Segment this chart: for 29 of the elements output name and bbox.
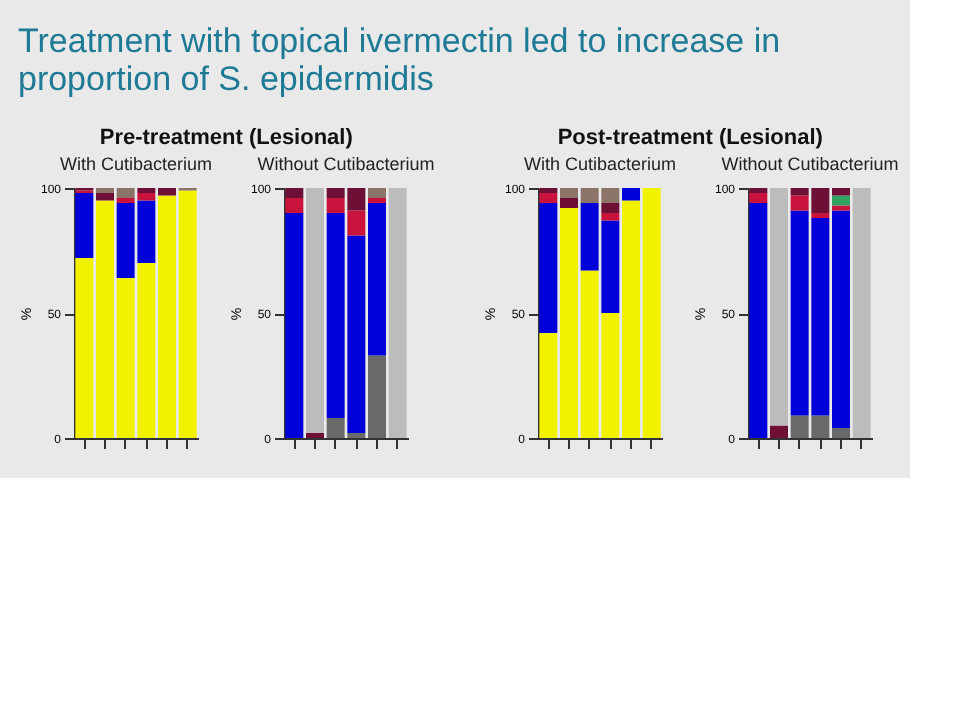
bar xyxy=(749,203,768,438)
chart-subtitle: With Cutibacterium xyxy=(523,154,677,174)
chart-subtitle: With Cutibacterium xyxy=(59,154,213,174)
bar xyxy=(96,193,114,201)
text: Treatment with topical ivermectin led to increase in proportion of S. epidermidis xyxy=(17,22,781,98)
bar xyxy=(539,203,558,333)
bar xyxy=(832,195,850,206)
bar xyxy=(770,425,788,438)
bar xyxy=(749,193,768,203)
bar xyxy=(539,193,558,203)
bar xyxy=(852,188,871,438)
bar xyxy=(285,188,304,198)
bar xyxy=(601,213,620,221)
bar xyxy=(368,188,386,198)
bar xyxy=(622,188,640,201)
chart-title: Pre-treatment (Lesional) xyxy=(99,126,354,150)
chart-subtitle: Without Cutibacterium xyxy=(257,154,435,174)
bar xyxy=(285,213,304,438)
bar xyxy=(601,203,620,213)
bar xyxy=(285,198,304,213)
bar xyxy=(560,198,578,208)
chart-subtitle: Without Cutibacterium xyxy=(721,154,899,174)
bar xyxy=(770,188,788,426)
bar xyxy=(75,193,94,258)
bar xyxy=(832,205,850,211)
bar xyxy=(306,188,324,433)
bar xyxy=(790,195,809,211)
bar xyxy=(388,188,407,438)
chart-title: Post-treatment (Lesional) xyxy=(557,126,824,150)
